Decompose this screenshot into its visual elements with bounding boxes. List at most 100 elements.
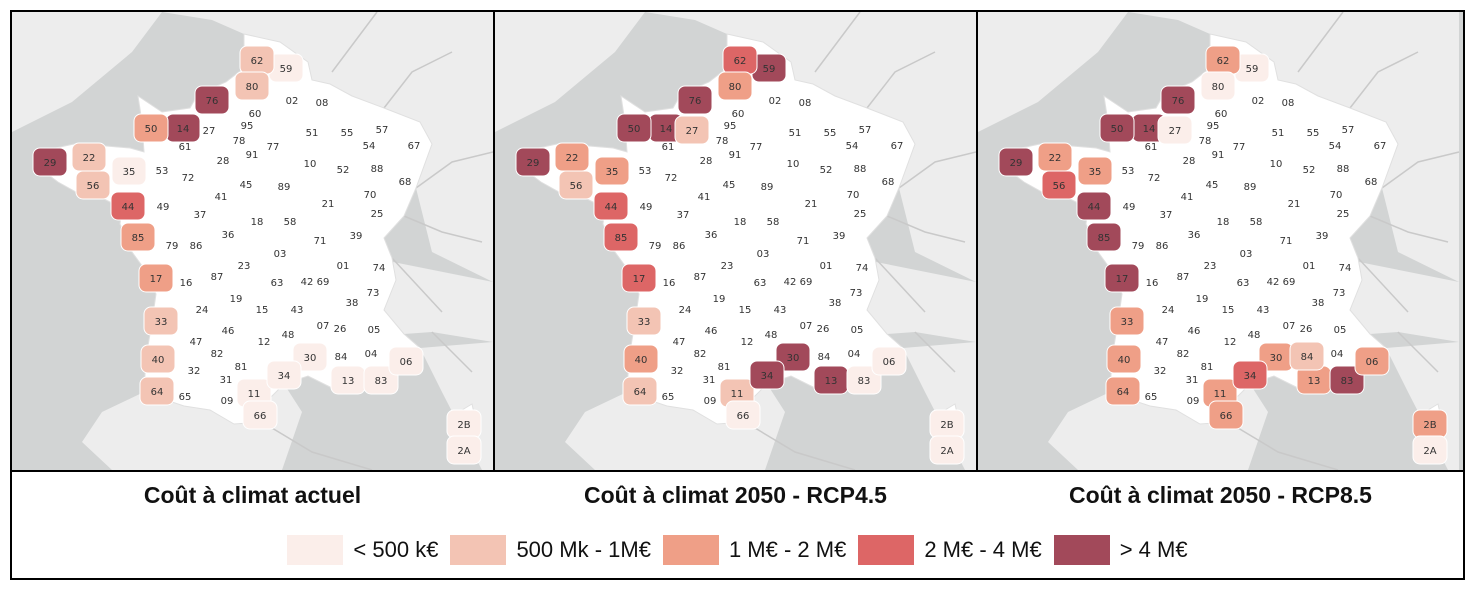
dept-label-16: 16 bbox=[180, 278, 193, 289]
dept-label-66: 66 bbox=[1220, 411, 1233, 422]
dept-label-04: 04 bbox=[848, 349, 861, 360]
dept-35-fill bbox=[1077, 156, 1113, 186]
dept-label-02: 02 bbox=[1252, 96, 1265, 107]
dept-label-15: 15 bbox=[739, 305, 752, 316]
dept-label-03: 03 bbox=[757, 249, 770, 260]
dept-label-57: 57 bbox=[376, 125, 389, 136]
dept-label-26: 26 bbox=[817, 324, 830, 335]
neighbor-land bbox=[1350, 262, 1459, 342]
dept-66-fill bbox=[725, 400, 761, 430]
dept-label-60: 60 bbox=[249, 109, 262, 120]
dept-label-12: 12 bbox=[741, 337, 754, 348]
dept-34-fill bbox=[1232, 360, 1268, 390]
dept-64-fill bbox=[139, 376, 175, 406]
dept-label-82: 82 bbox=[694, 349, 707, 360]
dept-label-45: 45 bbox=[723, 180, 736, 191]
dept-label-88: 88 bbox=[854, 164, 867, 175]
dept-label-44: 44 bbox=[122, 202, 135, 213]
dept-label-74: 74 bbox=[1339, 263, 1352, 274]
dept-label-41: 41 bbox=[698, 192, 711, 203]
dept-label-26: 26 bbox=[1300, 324, 1313, 335]
dept-label-70: 70 bbox=[364, 190, 377, 201]
dept-label-81: 81 bbox=[235, 362, 248, 373]
dept-label-11: 11 bbox=[248, 389, 261, 400]
dept-label-31: 31 bbox=[703, 375, 716, 386]
dept-label-67: 67 bbox=[408, 141, 421, 152]
figure-frame: 62 59 80 76 60 02 08 50 14 27 95 78 51 55 57 54 67 61 91 77… bbox=[10, 10, 1465, 580]
legend-label: 500 Mk - 1M€ bbox=[516, 537, 651, 562]
dept-29-fill bbox=[515, 147, 551, 177]
dept-label-85: 85 bbox=[132, 233, 145, 244]
dept-label-49: 49 bbox=[157, 202, 170, 213]
dept-label-88: 88 bbox=[371, 164, 384, 175]
dept-label-11: 11 bbox=[731, 389, 744, 400]
dept-label-10: 10 bbox=[787, 159, 800, 170]
dept-85-fill bbox=[603, 222, 639, 252]
country-border bbox=[403, 215, 483, 243]
dept-label-29: 29 bbox=[527, 158, 540, 169]
dept-label-61: 61 bbox=[179, 142, 192, 153]
panel-titles: Coût à climat actuel Coût à climat 2050 … bbox=[12, 482, 1463, 522]
legend-label: < 500 k€ bbox=[353, 537, 439, 562]
dept-label-84: 84 bbox=[818, 352, 831, 363]
dept-label-89: 89 bbox=[278, 182, 291, 193]
dept-label-67: 67 bbox=[891, 141, 904, 152]
dept-76-fill bbox=[677, 85, 713, 115]
dept-label-80: 80 bbox=[729, 82, 742, 93]
dept-label-89: 89 bbox=[1244, 182, 1257, 193]
dept-label-17: 17 bbox=[1116, 274, 1129, 285]
legend-label: 2 M€ - 4 M€ bbox=[924, 537, 1042, 562]
dept-label-58: 58 bbox=[284, 217, 297, 228]
dept-66-fill bbox=[242, 400, 278, 430]
dept-label-39: 39 bbox=[350, 231, 363, 242]
dept-label-22: 22 bbox=[83, 153, 96, 164]
dept-50-fill bbox=[1099, 113, 1135, 143]
dept-label-50: 50 bbox=[145, 124, 158, 135]
dept-label-33: 33 bbox=[1121, 317, 1134, 328]
dept-33-fill bbox=[143, 306, 179, 336]
dept-label-32: 32 bbox=[671, 366, 684, 377]
dept-label-72: 72 bbox=[665, 173, 678, 184]
neighbor-land bbox=[1048, 384, 1268, 470]
dept-label-76: 76 bbox=[689, 96, 702, 107]
legend-item: 1 M€ - 2 M€ bbox=[662, 535, 846, 565]
dept-label-53: 53 bbox=[156, 166, 169, 177]
dept-label-49: 49 bbox=[640, 202, 653, 213]
dept-label-10: 10 bbox=[1270, 159, 1283, 170]
dept-label-84: 84 bbox=[335, 352, 348, 363]
dept-label-08: 08 bbox=[316, 98, 329, 109]
dept-label-28: 28 bbox=[217, 156, 230, 167]
dept-label-69: 69 bbox=[317, 277, 330, 288]
dept-label-78: 78 bbox=[1199, 136, 1212, 147]
neighbor-land bbox=[82, 384, 302, 470]
dept-label-53: 53 bbox=[1122, 166, 1135, 177]
dept-label-44: 44 bbox=[1088, 202, 1101, 213]
dept-label-37: 37 bbox=[194, 210, 207, 221]
dept-label-57: 57 bbox=[859, 125, 872, 136]
dept-label-38: 38 bbox=[346, 298, 359, 309]
country-border bbox=[1369, 215, 1449, 243]
dept-label-39: 39 bbox=[833, 231, 846, 242]
dept-80-fill bbox=[234, 71, 270, 101]
country-border bbox=[391, 257, 443, 313]
dept-label-52: 52 bbox=[1303, 165, 1316, 176]
title-current: Coût à climat actuel bbox=[143, 482, 362, 508]
dept-label-42: 42 bbox=[1267, 277, 1280, 288]
dept-label-63: 63 bbox=[754, 278, 767, 289]
dept-label-14: 14 bbox=[660, 124, 673, 135]
dept-label-29: 29 bbox=[44, 158, 57, 169]
neighbor-land bbox=[1128, 12, 1459, 282]
dept-label-46: 46 bbox=[1188, 326, 1201, 337]
dept-40-fill bbox=[1106, 344, 1142, 374]
dept-label-48: 48 bbox=[282, 330, 295, 341]
dept-label-09: 09 bbox=[1187, 396, 1200, 407]
dept-label-45: 45 bbox=[1206, 180, 1219, 191]
dept-label-79: 79 bbox=[1132, 241, 1145, 252]
dept-17-fill bbox=[138, 263, 174, 293]
dept-label-60: 60 bbox=[732, 109, 745, 120]
dept-label-29: 29 bbox=[1010, 158, 1023, 169]
dept-label-38: 38 bbox=[829, 298, 842, 309]
dept-label-56: 56 bbox=[87, 181, 100, 192]
dept-label-31: 31 bbox=[1186, 375, 1199, 386]
